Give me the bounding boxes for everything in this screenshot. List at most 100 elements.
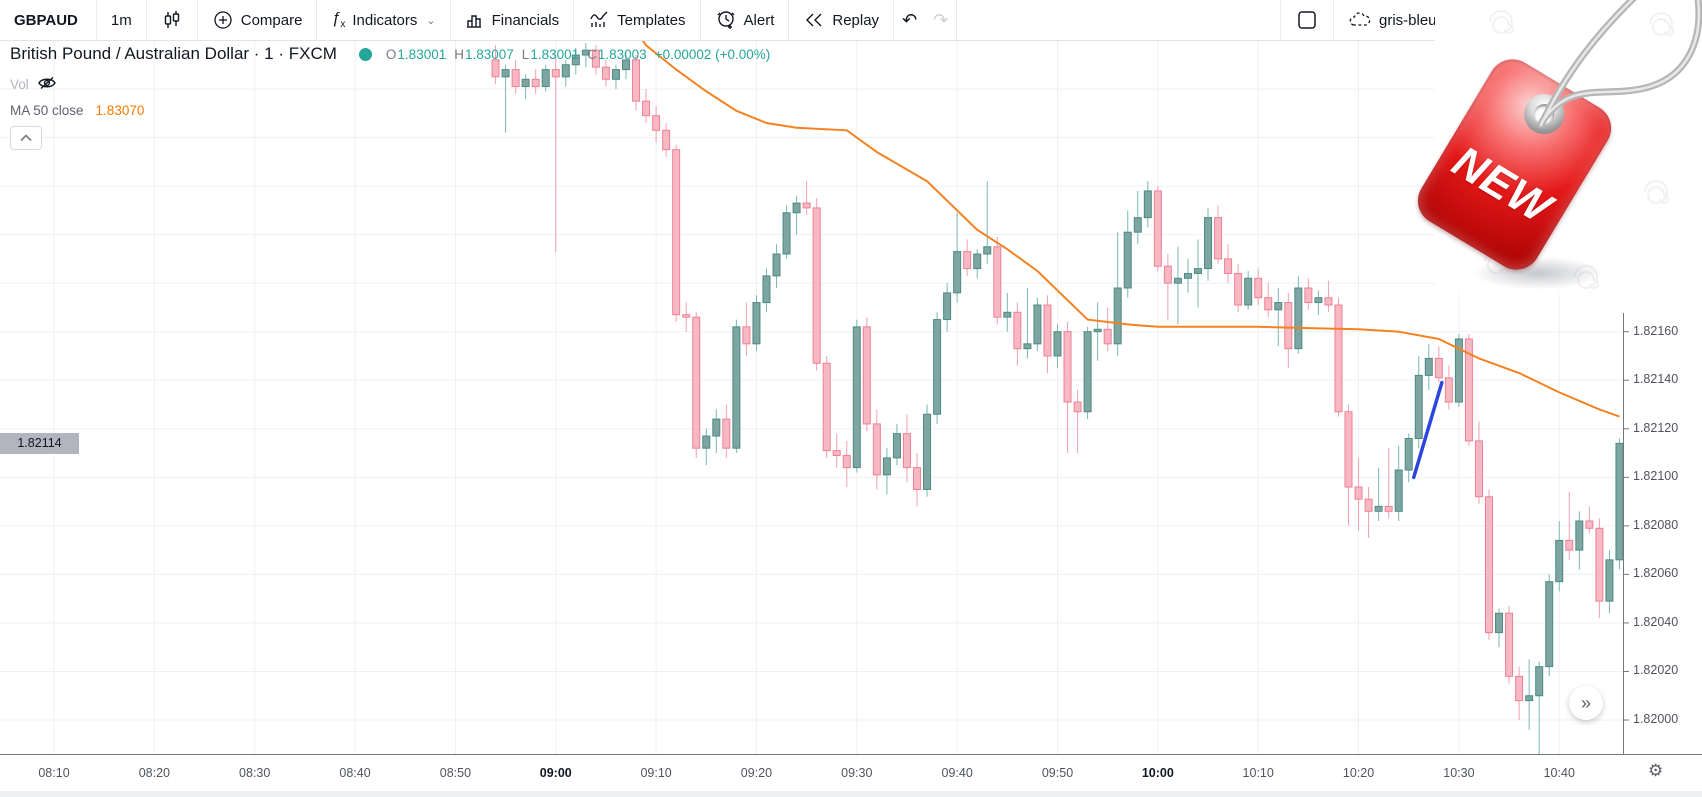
undo-button[interactable]: ↶ xyxy=(902,9,918,30)
indicators-label: Indicators xyxy=(352,11,418,29)
toolbar-divider xyxy=(788,0,790,40)
window-bottom-strip xyxy=(0,791,1702,797)
time-axis-label: 08:40 xyxy=(339,766,371,780)
templates-icon xyxy=(588,10,610,30)
time-axis-label: 10:00 xyxy=(1141,766,1174,780)
ma-label[interactable]: MA 50 close xyxy=(10,103,84,118)
single-layout-icon xyxy=(1295,8,1319,32)
time-axis-label: 10:10 xyxy=(1242,766,1274,780)
redo-button[interactable]: ↷ xyxy=(933,9,949,30)
main-toolbar: GBPAUD 1m Compare ƒx Indicators ⌄ Financ… xyxy=(0,0,1702,41)
alert-button[interactable]: Alert xyxy=(701,0,789,40)
volume-label[interactable]: Vol xyxy=(10,77,29,92)
cloud-icon xyxy=(1348,11,1372,29)
price-axis[interactable]: 1.82160 1.82140 1.82120 1.82100 1.82080 1.820… xyxy=(1623,40,1702,755)
price-axis-label: 1.82160 xyxy=(1633,323,1679,338)
ohlc-value: 1.83003 xyxy=(597,46,647,62)
toolbar-divider xyxy=(1333,0,1334,40)
layout-name-label: gris-bleu xyxy=(1379,11,1437,29)
alert-label: Alert xyxy=(743,11,775,29)
time-axis-label: 10:40 xyxy=(1543,766,1575,780)
price-axis-label: 1.82060 xyxy=(1633,566,1679,581)
time-axis-label: 09:40 xyxy=(941,766,973,780)
replay-label: Replay xyxy=(832,11,880,29)
time-axis-label: 09:10 xyxy=(640,766,672,780)
tag-rope xyxy=(1537,0,1702,129)
chevron-down-icon: ⌄ xyxy=(426,14,436,27)
time-axis-label: 08:30 xyxy=(239,766,271,780)
time-axis-label: 09:20 xyxy=(740,766,773,780)
price-axis-label: 1.82000 xyxy=(1633,712,1679,727)
cloud-layout-button[interactable]: gris-bleu xyxy=(1334,0,1451,40)
toolbar-divider xyxy=(573,0,575,40)
price-axis-label: 1.82120 xyxy=(1633,420,1679,435)
toolbar-divider xyxy=(449,0,451,40)
last-price-badge: 1.82114 xyxy=(0,432,79,454)
templates-button[interactable]: Templates xyxy=(574,0,699,40)
time-axis-label: 09:00 xyxy=(539,766,572,780)
scroll-right-button[interactable]: » xyxy=(1569,686,1603,720)
symbol-button[interactable]: GBPAUD xyxy=(14,11,78,29)
tag-shadow xyxy=(1448,250,1628,296)
symbol-title[interactable]: British Pound / Australian Dollar · 1 · … xyxy=(10,44,337,63)
compare-label: Compare xyxy=(240,11,303,29)
time-axis-label: 08:50 xyxy=(439,766,472,780)
indicators-fx-icon: ƒx xyxy=(331,9,346,31)
financials-button[interactable]: Financials xyxy=(451,0,574,40)
ohlc-key: H xyxy=(454,46,464,62)
templates-label: Templates xyxy=(617,11,686,29)
alert-clock-icon xyxy=(715,9,737,31)
interval-button[interactable]: 1m xyxy=(110,11,132,29)
axis-settings-gear-icon[interactable]: ⚙ xyxy=(1648,761,1664,780)
ma50-line xyxy=(641,40,1620,418)
ohlc-key: L xyxy=(521,46,530,62)
time-axis-label: 10:30 xyxy=(1443,766,1475,780)
ma-value: 1.83070 xyxy=(95,103,145,118)
ohlc-value: 1.83001 xyxy=(530,46,580,62)
price-axis-label: 1.82100 xyxy=(1633,469,1679,484)
time-axis-label: 09:50 xyxy=(1041,766,1074,780)
price-axis-label: 1.82140 xyxy=(1633,372,1679,387)
replay-rewind-icon xyxy=(803,10,825,30)
chart-legend: British Pound / Australian Dollar · 1 · … xyxy=(10,44,770,150)
candles-layer xyxy=(491,42,1623,754)
sticker-background-fade xyxy=(1435,282,1702,308)
indicators-button[interactable]: ƒx Indicators ⌄ xyxy=(317,0,449,40)
market-status-dot[interactable] xyxy=(358,47,372,61)
ohlc-value: 1.83007 xyxy=(464,46,514,62)
candlestick-icon xyxy=(161,9,183,31)
eye-slash-icon[interactable] xyxy=(37,75,57,94)
toolbar-divider xyxy=(145,0,147,40)
time-axis-label: 08:10 xyxy=(38,766,70,780)
price-axis-label: 1.82040 xyxy=(1633,614,1679,629)
ohlc-value: 1.83001 xyxy=(397,46,447,62)
ohlc-values: O1.83001 H1.83007 L1.83001 C1.83003 +0.00002… xyxy=(386,47,770,62)
time-axis[interactable]: ⚙ 08:10 08:20 08:30 08:40 08:50 09:00 09:10 09:… xyxy=(0,755,1702,797)
price-axis-label: 1.82080 xyxy=(1633,517,1679,532)
replay-button[interactable]: Replay xyxy=(789,0,893,40)
chart-style-button[interactable] xyxy=(147,0,197,40)
toolbar-right-group: gris-bleu xyxy=(1280,0,1451,40)
financials-label: Financials xyxy=(491,11,560,29)
compare-plus-icon xyxy=(212,9,234,31)
ohlc-key: C xyxy=(587,46,597,62)
toolbar-divider xyxy=(316,0,318,40)
time-axis-label: 10:20 xyxy=(1342,766,1375,780)
trend-line-drawing[interactable] xyxy=(1411,380,1444,480)
toolbar-divider xyxy=(196,0,198,40)
toolbar-divider xyxy=(95,0,97,40)
time-axis-label: 09:30 xyxy=(841,766,873,780)
ohlc-key: O xyxy=(385,46,397,62)
layout-select-button[interactable] xyxy=(1281,0,1333,40)
toolbar-divider xyxy=(956,0,958,40)
price-axis-label: 1.82020 xyxy=(1633,663,1679,678)
legend-collapse-button[interactable] xyxy=(10,126,42,150)
time-axis-label: 08:20 xyxy=(138,766,170,780)
change-value: +0.00002 (+0.00%) xyxy=(654,46,771,62)
toolbar-divider xyxy=(699,0,701,40)
financials-bars-icon xyxy=(465,10,485,30)
toolbar-divider xyxy=(1280,0,1281,40)
toolbar-divider xyxy=(893,0,895,40)
compare-button[interactable]: Compare xyxy=(198,0,317,40)
